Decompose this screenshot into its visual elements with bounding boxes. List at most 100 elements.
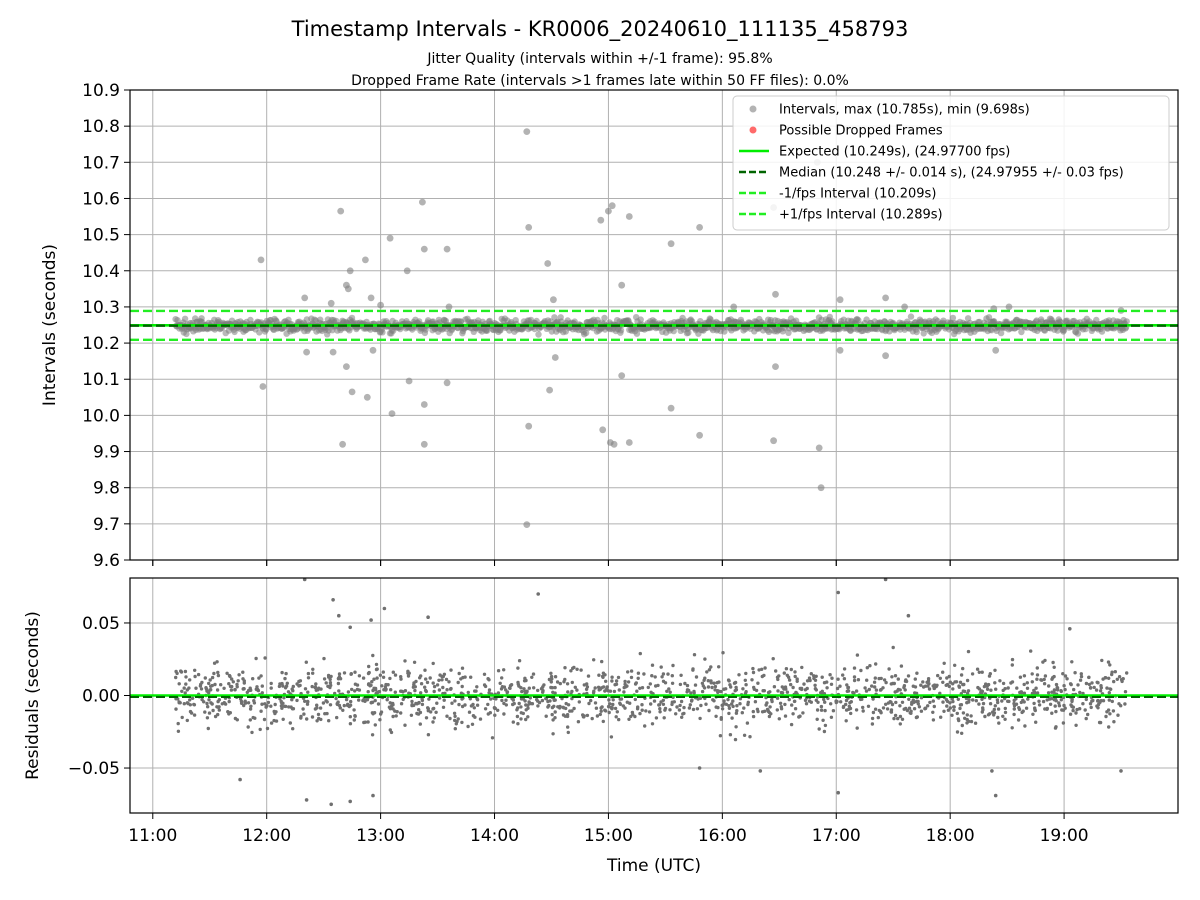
residual-point xyxy=(378,718,382,722)
legend-label: -1/fps Interval (10.209s) xyxy=(779,187,936,202)
residual-point xyxy=(926,704,930,708)
residual-point xyxy=(870,722,875,726)
residual-point xyxy=(496,708,500,712)
residual-point xyxy=(625,700,629,704)
residual-point xyxy=(610,675,614,679)
residual-point xyxy=(986,682,991,687)
residual-point xyxy=(193,668,197,672)
residual-point xyxy=(1010,726,1014,730)
residual-point xyxy=(206,705,210,709)
residual-point xyxy=(1006,686,1010,690)
residual-outlier-point xyxy=(836,590,840,595)
residual-point xyxy=(706,679,710,683)
residual-point xyxy=(1099,686,1104,690)
residual-point xyxy=(691,707,696,712)
residual-point xyxy=(633,697,637,702)
residual-point xyxy=(428,676,432,680)
residual-point xyxy=(727,679,731,683)
interval-outlier-point xyxy=(667,240,675,248)
residual-point xyxy=(898,704,902,708)
residuals-ticks: 0.05 0.00 −0.05 11:00 12:00 13:00 14:00 15:00 16… xyxy=(68,560,1089,846)
residual-point xyxy=(373,688,378,692)
residual-point xyxy=(504,698,508,702)
residual-point xyxy=(731,704,735,709)
residual-point xyxy=(789,682,793,687)
residual-point xyxy=(443,691,447,695)
residual-point xyxy=(555,680,560,684)
residual-point xyxy=(626,670,630,674)
residual-point xyxy=(466,724,470,729)
residual-point xyxy=(916,699,920,704)
residual-point xyxy=(456,680,460,685)
residual-point xyxy=(721,651,725,655)
residual-point xyxy=(756,681,760,685)
interval-outlier-point xyxy=(550,296,557,304)
residual-point xyxy=(861,705,865,710)
residual-point xyxy=(752,685,756,690)
residual-point xyxy=(460,697,464,701)
residual-point xyxy=(1037,703,1042,707)
residual-point xyxy=(662,716,666,720)
residual-point xyxy=(777,674,781,678)
residual-point xyxy=(767,714,772,719)
residual-point xyxy=(1086,712,1090,717)
residual-point xyxy=(741,687,745,691)
residual-point xyxy=(613,683,617,687)
residual-point xyxy=(192,713,197,717)
residual-point xyxy=(844,698,849,703)
residual-point xyxy=(998,679,1002,683)
intervals-y-tick-label: 9.6 xyxy=(93,551,120,571)
residual-point xyxy=(394,714,398,718)
residual-point xyxy=(399,689,403,693)
residual-point xyxy=(526,703,530,707)
residuals-y-tick-label: 0.00 xyxy=(82,687,120,707)
residual-point xyxy=(959,673,964,677)
residual-point xyxy=(856,678,861,682)
interval-outlier-point xyxy=(346,267,354,275)
residual-point xyxy=(942,709,946,713)
residual-point xyxy=(475,685,479,689)
residual-point xyxy=(1059,698,1064,702)
residual-point xyxy=(917,705,922,709)
residual-point xyxy=(619,697,624,701)
residual-point xyxy=(1108,663,1112,667)
residual-point xyxy=(264,705,268,709)
residual-outlier-point xyxy=(993,793,998,798)
residual-point xyxy=(1026,697,1030,701)
residual-point xyxy=(650,674,654,678)
residual-point xyxy=(453,718,457,723)
residual-point xyxy=(519,686,523,690)
residual-point xyxy=(316,712,321,717)
residual-point xyxy=(1078,690,1082,695)
residual-point xyxy=(222,686,226,690)
residual-point xyxy=(210,702,214,706)
residual-point xyxy=(310,684,314,689)
residuals-y-tick-label: 0.05 xyxy=(82,614,120,634)
residual-point xyxy=(957,685,962,689)
interval-outlier-point xyxy=(551,354,559,361)
residual-point xyxy=(640,703,644,707)
residual-point xyxy=(519,705,523,709)
residual-point xyxy=(914,715,919,720)
residual-point xyxy=(1020,710,1024,715)
residual-point xyxy=(750,678,754,682)
residual-point xyxy=(598,712,602,717)
residual-point xyxy=(740,711,744,715)
interval-outlier-point xyxy=(303,348,310,356)
interval-outlier-point xyxy=(403,267,411,275)
residual-point xyxy=(248,718,252,722)
residual-point xyxy=(896,677,900,681)
residual-point xyxy=(290,698,294,702)
residual-point xyxy=(301,707,305,711)
residual-point xyxy=(251,715,255,720)
residual-point xyxy=(410,699,414,704)
residual-point xyxy=(486,702,490,707)
legend-marker xyxy=(749,105,757,113)
residual-outlier-point xyxy=(426,615,430,619)
residual-point xyxy=(577,700,581,704)
residual-point xyxy=(1052,698,1057,702)
residual-point xyxy=(1010,680,1015,684)
residual-point xyxy=(1050,711,1054,715)
residual-point xyxy=(403,659,407,663)
residual-point xyxy=(263,702,267,706)
